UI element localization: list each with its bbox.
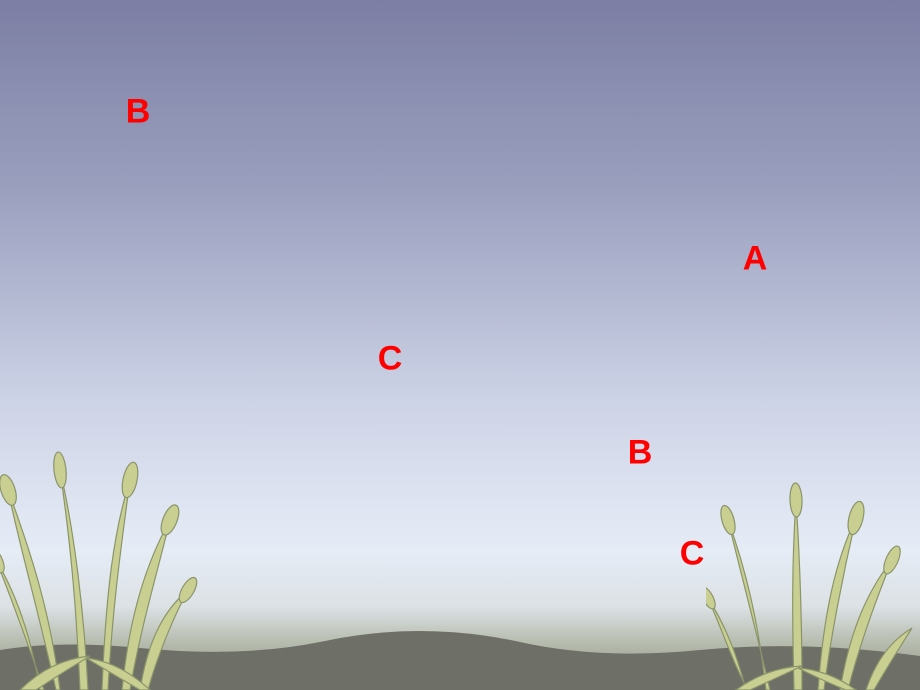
label-c-mid: C	[378, 340, 403, 379]
scene-canvas: B A C B C	[0, 0, 920, 690]
label-b-top: B	[126, 93, 151, 132]
grass-clump-left	[0, 430, 250, 690]
label-a: A	[743, 240, 768, 279]
label-b-low: B	[628, 434, 653, 473]
grass-right-group	[706, 483, 912, 690]
grass-left-group	[0, 451, 200, 690]
label-c-low: C	[680, 535, 705, 574]
grass-clump-right	[706, 470, 920, 690]
